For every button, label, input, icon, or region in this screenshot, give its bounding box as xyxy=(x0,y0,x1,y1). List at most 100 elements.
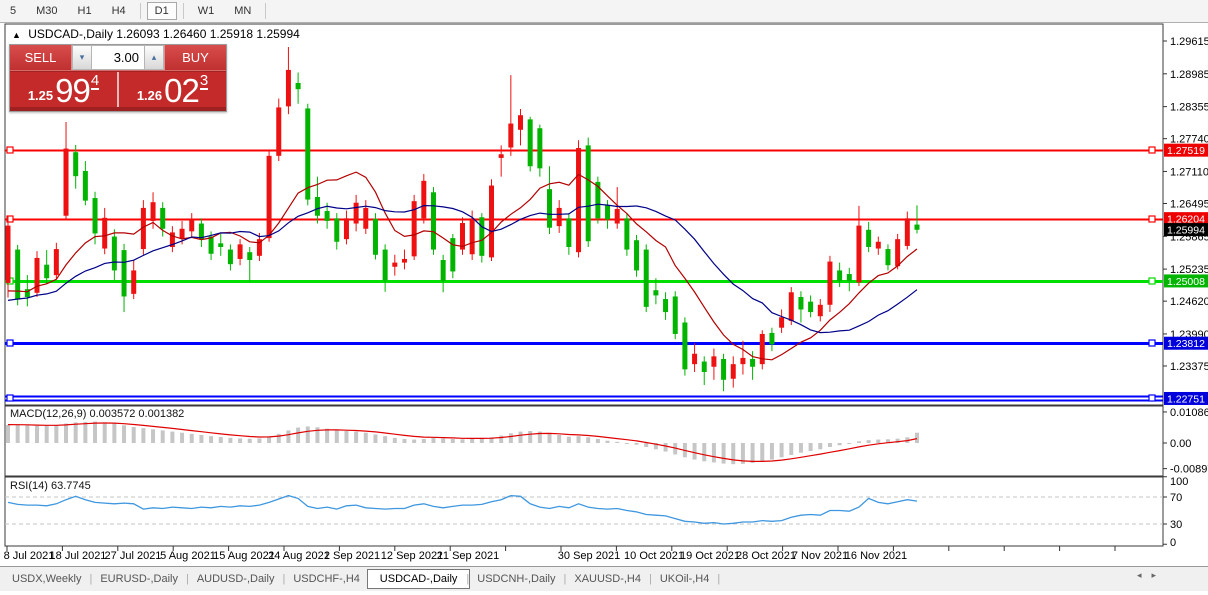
timeframe-button-m30[interactable]: M30 xyxy=(36,5,58,17)
chart-tab-usdcad-daily[interactable]: USDCAD-,Daily xyxy=(366,569,471,589)
rsi-value: 63.7745 xyxy=(50,480,91,492)
svg-text:18 Jul 2021: 18 Jul 2021 xyxy=(50,550,107,562)
svg-text:16 Nov 2021: 16 Nov 2021 xyxy=(845,550,907,562)
volume-input[interactable]: 3.00 xyxy=(92,45,144,70)
svg-text:24 Aug 2021: 24 Aug 2021 xyxy=(268,550,330,562)
macd-header: MACD(12,26,9) 0.003572 0.001382 xyxy=(10,408,184,420)
rsi-label: RSI(14) xyxy=(10,480,48,492)
macd-values: 0.003572 0.001382 xyxy=(89,408,185,420)
svg-text:1.25994: 1.25994 xyxy=(1167,225,1205,237)
chart-tab-usdchf-h4[interactable]: USDCHF-,H4 xyxy=(293,573,360,585)
svg-text:1.28355: 1.28355 xyxy=(1170,102,1208,114)
ma-slow-line xyxy=(7,203,918,334)
candles-layer xyxy=(5,46,920,392)
svg-text:1.25008: 1.25008 xyxy=(1167,276,1205,288)
chart-tab-ukoil-h4[interactable]: UKOil-,H4 xyxy=(659,573,710,585)
chart-tab-usdcnh-daily[interactable]: USDCNH-,Daily xyxy=(477,573,556,585)
volume-decrease-icon[interactable]: ▾ xyxy=(72,45,92,70)
macd-panel-border xyxy=(4,405,1164,477)
svg-text:1.29615: 1.29615 xyxy=(1170,36,1208,48)
price-axis: 1.29615 1.28985 1.28355 1.27740 1.27110 1.264… xyxy=(1163,36,1208,373)
rsi-panel-border xyxy=(4,476,1164,547)
timeframe-button-d1[interactable]: D1 xyxy=(146,2,177,20)
svg-text:1.26495: 1.26495 xyxy=(1170,198,1208,210)
svg-text:27 Jul 2021: 27 Jul 2021 xyxy=(105,550,162,562)
svg-text:30 Sep 2021: 30 Sep 2021 xyxy=(558,550,620,562)
svg-text:5 Aug 2021: 5 Aug 2021 xyxy=(160,550,216,562)
buy-price-display[interactable]: 1.26 02 3 xyxy=(119,72,226,107)
line-anchor-handle xyxy=(1148,339,1156,347)
svg-text:1.22751: 1.22751 xyxy=(1167,393,1205,405)
timeframe-button-mn[interactable]: MN xyxy=(234,5,252,17)
line-anchor-handle xyxy=(6,394,14,402)
chart-tab-audusd-daily[interactable]: AUDUSD-,Daily xyxy=(196,573,275,585)
timeframe-button-h1[interactable]: H1 xyxy=(77,5,92,17)
macd-label: MACD(12,26,9) xyxy=(10,408,87,420)
tab-separator: | xyxy=(466,573,470,585)
svg-text:0.00: 0.00 xyxy=(1170,438,1191,450)
toolbar-separator xyxy=(182,3,184,19)
main-panel-border xyxy=(4,23,1164,406)
svg-text:12 Sep 2021: 12 Sep 2021 xyxy=(381,550,443,562)
line-anchor-handle xyxy=(1148,277,1156,285)
timeframe-button-w1[interactable]: W1 xyxy=(197,5,215,17)
svg-text:8 Jul 2021: 8 Jul 2021 xyxy=(4,550,55,562)
svg-text:7 Nov 2021: 7 Nov 2021 xyxy=(792,550,848,562)
tab-separator: | xyxy=(717,573,721,585)
chart-ohlc-values: 1.26093 1.26460 1.25918 1.25994 xyxy=(116,27,300,41)
line-anchor-handle xyxy=(6,215,14,223)
macd-layer: 0.010869 0.00 -0.008974 xyxy=(6,407,1208,476)
sell-button[interactable]: SELL xyxy=(10,45,72,70)
tab-separator: | xyxy=(89,573,93,585)
timeframe-button-5[interactable]: 5 xyxy=(10,5,17,17)
line-anchor-handle xyxy=(6,146,14,154)
svg-text:100: 100 xyxy=(1170,476,1188,488)
line-anchor-handle xyxy=(6,339,14,347)
svg-text:0.010869: 0.010869 xyxy=(1170,407,1208,419)
svg-text:1.27740: 1.27740 xyxy=(1170,134,1208,146)
svg-text:-0.008974: -0.008974 xyxy=(1170,464,1208,476)
chart-tab-xauusd-h4[interactable]: XAUUSD-,H4 xyxy=(574,573,641,585)
sell-price-point: 4 xyxy=(90,72,100,90)
chart-symbol-label: USDCAD-,Daily xyxy=(28,27,113,41)
svg-text:30: 30 xyxy=(1170,519,1182,531)
svg-text:1.23812: 1.23812 xyxy=(1167,338,1205,350)
collapse-icon[interactable]: ▲ xyxy=(12,30,21,40)
one-click-trading-panel: SELL ▾ 3.00 ▴ BUY 1.25 99 4 1.26 02 3 xyxy=(9,44,227,112)
tab-separator: | xyxy=(563,573,567,585)
tab-scroll-right-icon[interactable]: ▸ xyxy=(1151,570,1166,580)
svg-text:28 Oct 2021: 28 Oct 2021 xyxy=(736,550,796,562)
svg-text:15 Aug 2021: 15 Aug 2021 xyxy=(213,550,275,562)
tab-scroll-arrows: ◂▸ xyxy=(1137,570,1166,581)
timeframe-button-h4[interactable]: H4 xyxy=(111,5,126,17)
line-anchor-handle xyxy=(1148,146,1156,154)
line-anchor-handle xyxy=(1148,394,1156,402)
chart-tab-usdx-weekly[interactable]: USDX,Weekly xyxy=(12,573,82,585)
svg-text:1.24620: 1.24620 xyxy=(1170,296,1208,308)
tab-separator: | xyxy=(649,573,652,585)
chart-title: ▲ USDCAD-,Daily 1.26093 1.26460 1.25918 … xyxy=(12,27,300,41)
svg-text:19 Oct 2021: 19 Oct 2021 xyxy=(680,550,740,562)
tab-separator: | xyxy=(185,573,189,585)
sell-price-prefix: 1.25 xyxy=(27,88,54,103)
svg-text:0: 0 xyxy=(1170,537,1176,549)
chart-tab-eurusd-daily[interactable]: EURUSD-,Daily xyxy=(100,573,178,585)
svg-text:1.27110: 1.27110 xyxy=(1170,166,1208,178)
svg-text:2 Sep 2021: 2 Sep 2021 xyxy=(324,550,380,562)
timeframe-toolbar: 5 M30 H1 H4 D1 W1 MN xyxy=(0,0,1208,23)
sell-price-display[interactable]: 1.25 99 4 xyxy=(10,72,119,107)
sell-price-pips: 99 xyxy=(55,72,91,109)
svg-text:1.27519: 1.27519 xyxy=(1167,145,1205,157)
buy-price-point: 3 xyxy=(199,72,209,90)
ma-fast-line xyxy=(7,171,918,361)
rsi-layer: 100 70 30 0 xyxy=(5,476,1188,549)
svg-text:1.25235: 1.25235 xyxy=(1170,264,1208,276)
tab-scroll-left-icon[interactable]: ◂ xyxy=(1136,570,1152,580)
volume-increase-icon[interactable]: ▴ xyxy=(144,45,164,70)
buy-button[interactable]: BUY xyxy=(164,45,226,70)
macd-signal-line xyxy=(7,422,918,462)
volume-stepper: ▾ 3.00 ▴ xyxy=(72,45,164,70)
